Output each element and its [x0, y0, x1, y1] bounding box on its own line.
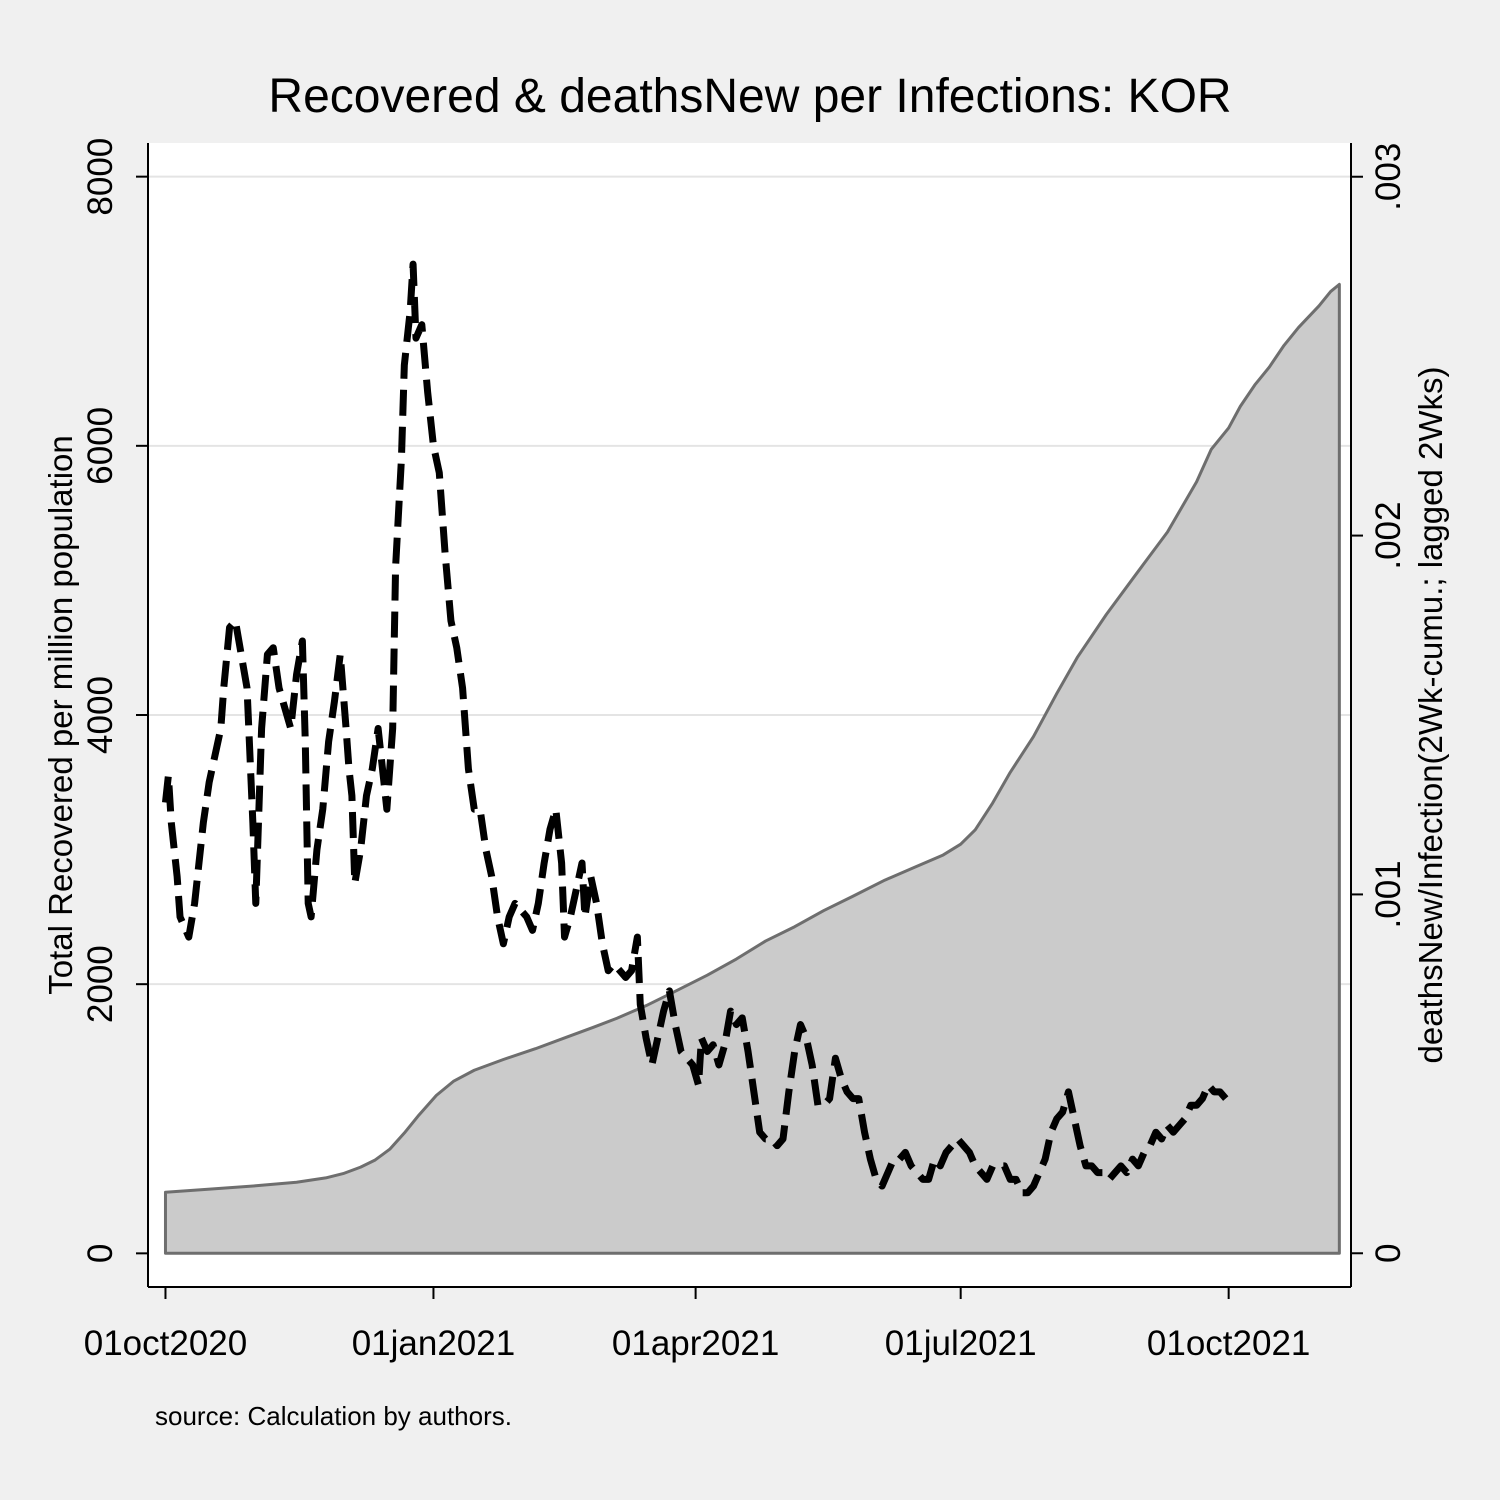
x-tick-label: 01oct2021: [1147, 1324, 1310, 1363]
y-tick-label: 2000: [81, 945, 120, 1023]
right-y-tick-label: 0: [1369, 1244, 1408, 1263]
right-y-tick-label: .003: [1369, 143, 1408, 211]
y-tick-label: 6000: [81, 407, 120, 485]
area-series-layer: [163, 282, 1341, 1255]
chart-title: Recovered & deathsNew per Infections: KO…: [268, 70, 1231, 123]
x-axis-ticks: 01oct2020 01jan2021 01apr2021 01jul2021 01oc…: [84, 1287, 1310, 1363]
y-axis-label: Total Recovered per million population: [42, 435, 79, 995]
source-note: source: Calculation by authors.: [155, 1401, 512, 1431]
y-tick-label: 4000: [81, 676, 120, 754]
x-tick-label: 01apr2021: [612, 1324, 779, 1363]
right-y-tick-label: .001: [1369, 860, 1408, 928]
y-tick-label: 8000: [81, 138, 120, 216]
x-tick-label: 01jul2021: [885, 1324, 1037, 1363]
right-y-axis-ticks: 0 .001 .002 .003: [1351, 143, 1408, 1263]
right-y-axis-label: deathsNew/Infection(2Wk-cumu.; lagged 2W…: [1412, 367, 1449, 1064]
x-tick-label: 01oct2020: [84, 1324, 247, 1363]
y-tick-label: 0: [81, 1244, 120, 1263]
x-tick-label: 01jan2021: [352, 1324, 516, 1363]
y-axis-ticks: 0 2000 4000 6000 8000: [81, 138, 148, 1263]
area-series: [163, 282, 1341, 1255]
right-y-tick-label: .002: [1369, 502, 1408, 570]
